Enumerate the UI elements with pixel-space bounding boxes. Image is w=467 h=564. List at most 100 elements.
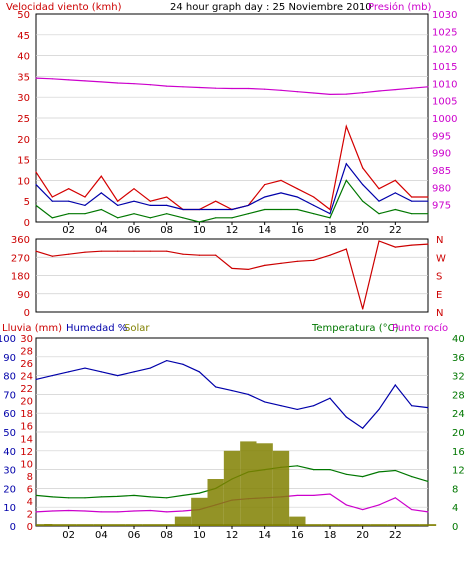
data-point-gust [329, 208, 331, 211]
humidity-tick-label: 0 [10, 522, 16, 533]
series-line-direction [35, 240, 429, 310]
data-point-temperature [296, 465, 298, 467]
series-humidity [35, 359, 429, 429]
data-point-direction [215, 254, 217, 256]
data-point-gust [378, 188, 380, 190]
data-point-direction [345, 248, 347, 250]
bar-rain [174, 524, 192, 526]
y-right-tick-label: 985 [432, 166, 451, 177]
data-point-pressure [133, 83, 135, 85]
direction-tick-label: 0 [24, 308, 30, 319]
data-point-humidity [215, 386, 217, 388]
data-point-dew_point [296, 494, 298, 497]
x-tick-label: 02 [62, 225, 75, 236]
rain-tick-label: 22 [20, 384, 33, 395]
data-point-average [198, 208, 200, 211]
data-point-dew_point [84, 510, 86, 512]
y-tick-label: 15 [17, 156, 30, 167]
data-point-minimum [149, 217, 151, 219]
data-point-direction [264, 264, 266, 266]
data-point-direction [280, 262, 282, 264]
humidity-tick-label: 20 [3, 484, 16, 495]
bar-rain [403, 524, 420, 526]
temp-tick-label: 4 [452, 503, 458, 514]
rain-tick-label: 14 [20, 434, 33, 445]
y-right-tick-label: 1025 [432, 27, 457, 38]
data-point-direction [117, 250, 119, 252]
humidity-tick-label: 10 [3, 503, 16, 514]
direction-tick-label: 270 [11, 253, 30, 264]
rain-tick-label: 12 [20, 447, 33, 458]
data-point-humidity [182, 363, 184, 365]
temperature-label: Temperatura (°C) [311, 323, 399, 334]
data-point-average [411, 200, 413, 202]
data-point-dew_point [166, 511, 168, 513]
y-tick-label: 40 [17, 52, 30, 63]
series-minimum [35, 179, 429, 223]
graph-title: 24 hour graph day : 25 Noviembre 2010 [170, 2, 372, 13]
data-point-pressure [231, 87, 233, 90]
data-point-temperature [313, 469, 315, 471]
data-point-temperature [362, 476, 364, 478]
data-point-pressure [166, 85, 168, 87]
data-point-pressure [411, 87, 413, 89]
data-point-humidity [264, 401, 266, 403]
data-point-temperature [329, 469, 331, 471]
data-point-minimum [378, 213, 380, 215]
x-tick-label: 08 [160, 530, 173, 541]
rain-tick-label: 8 [27, 472, 33, 483]
data-point-average [68, 200, 70, 202]
x-tick-label: 06 [128, 530, 141, 541]
panel-humidity-series [35, 359, 437, 526]
data-point-gust [51, 196, 53, 198]
data-point-pressure [35, 77, 37, 79]
data-point-average [427, 200, 429, 202]
compass-tick-label: W [436, 253, 446, 264]
humidity-tick-label: 60 [3, 409, 16, 420]
panel-wind-x-ticks: 02 04 06 08 10 12 14 16 18 20 22 [62, 222, 402, 236]
y-right-tick-label: 980 [432, 183, 451, 194]
data-point-direction [166, 250, 168, 252]
data-point-direction [35, 250, 37, 252]
humidity-tick-label: 80 [3, 372, 16, 383]
panel-humidity-y-temp-ticks: 0 4 8 12 16 20 24 28 32 36 40 [452, 334, 465, 533]
temp-tick-label: 24 [452, 409, 465, 420]
data-point-direction [313, 259, 315, 261]
data-point-minimum [215, 217, 217, 219]
data-point-gust [394, 179, 396, 181]
data-point-temperature [100, 496, 102, 498]
data-point-minimum [394, 208, 396, 211]
data-point-humidity [362, 427, 364, 429]
data-point-temperature [427, 480, 429, 482]
y-right-tick-label: 975 [432, 201, 451, 212]
series-direction [35, 240, 429, 310]
bar-solar [289, 516, 306, 526]
x-tick-label: 12 [226, 225, 239, 236]
data-point-direction [411, 244, 413, 246]
compass-tick-label: E [436, 290, 442, 301]
data-point-gust [313, 196, 315, 198]
panel-direction-y-left-ticks: 0 90 180 270 360 [11, 235, 30, 319]
x-tick-label: 16 [291, 530, 304, 541]
data-point-pressure [362, 92, 364, 94]
data-point-minimum [362, 200, 364, 202]
y-right-tick-label: 995 [432, 131, 451, 142]
data-point-direction [100, 250, 102, 252]
temp-tick-label: 32 [452, 372, 465, 383]
y-right-tick-label: 1005 [432, 97, 457, 108]
data-point-minimum [247, 213, 249, 215]
temp-tick-label: 8 [452, 484, 458, 495]
rain-tick-label: 18 [20, 409, 33, 420]
data-point-direction [247, 268, 249, 271]
data-point-temperature [394, 469, 396, 472]
data-point-dew_point [182, 510, 184, 512]
data-point-average [313, 204, 315, 206]
data-point-average [149, 204, 151, 206]
data-point-temperature [166, 497, 168, 499]
data-point-dew_point [427, 511, 429, 513]
bar-solar [272, 450, 290, 526]
panel-direction-grid [36, 256, 428, 295]
data-point-pressure [68, 79, 70, 81]
data-point-minimum [329, 217, 331, 219]
